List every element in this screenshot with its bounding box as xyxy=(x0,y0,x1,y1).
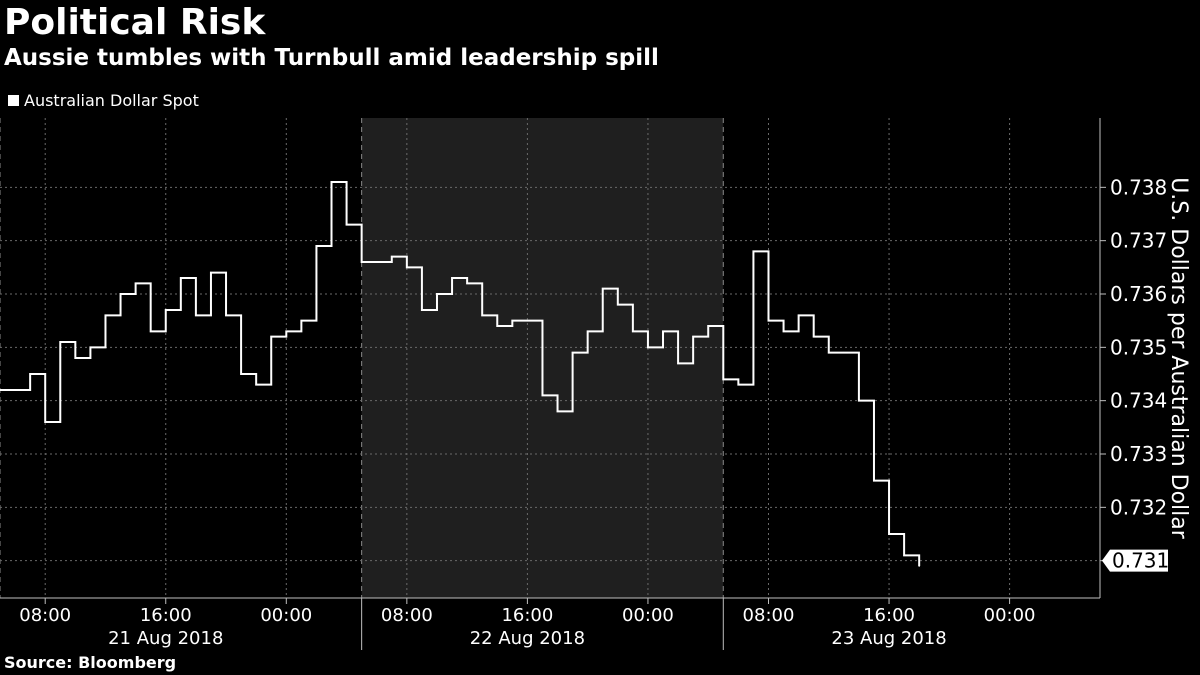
data-point xyxy=(526,319,529,322)
data-point xyxy=(375,261,378,263)
data-point xyxy=(873,479,875,482)
legend-label: Australian Dollar Spot xyxy=(24,91,199,110)
data-point xyxy=(677,362,679,365)
x-tick-label: 16:00 xyxy=(140,605,192,626)
data-point xyxy=(858,399,860,402)
data-point xyxy=(632,330,634,333)
y-tick-label: 0.737 xyxy=(1110,229,1167,253)
x-tick-label: 08:00 xyxy=(19,605,71,626)
data-point xyxy=(782,330,785,333)
data-point xyxy=(903,554,905,557)
data-point xyxy=(225,314,227,317)
data-point xyxy=(496,325,499,327)
data-point xyxy=(647,346,649,349)
data-point xyxy=(119,293,122,295)
data-point xyxy=(255,383,257,386)
data-point xyxy=(285,330,288,333)
x-tick-label: 16:00 xyxy=(501,605,553,626)
x-tick-label: 00:00 xyxy=(260,605,312,626)
y-tick-label: 0.732 xyxy=(1110,495,1167,519)
data-point xyxy=(330,181,333,183)
y-tick-label: 0.734 xyxy=(1110,389,1167,413)
data-point xyxy=(617,303,619,306)
x-date-label: 21 Aug 2018 xyxy=(108,628,223,649)
data-point xyxy=(541,394,544,397)
data-point xyxy=(707,325,710,327)
last-value-label: 0.731 xyxy=(1112,549,1169,573)
data-point xyxy=(29,373,31,375)
data-point xyxy=(74,357,77,359)
last-value-marker xyxy=(1102,549,1168,572)
data-point xyxy=(345,223,348,226)
x-date-label: 22 Aug 2018 xyxy=(470,628,585,649)
chart-title: Political Risk xyxy=(4,2,266,43)
data-point xyxy=(134,282,137,285)
data-point xyxy=(812,335,815,338)
data-point xyxy=(360,261,363,263)
y-tick-label: 0.736 xyxy=(1110,282,1167,306)
data-point xyxy=(149,330,152,333)
chart-legend: Australian Dollar Spot xyxy=(8,91,199,110)
data-point xyxy=(315,245,318,247)
x-tick-label: 00:00 xyxy=(984,605,1036,626)
data-point xyxy=(586,330,589,333)
data-point xyxy=(14,389,16,391)
data-point xyxy=(737,383,740,386)
y-tick-label: 0.738 xyxy=(1110,175,1167,199)
data-point xyxy=(752,250,755,253)
data-point xyxy=(164,309,167,311)
y-axis-title: U.S. Dollars per Australian Dollar xyxy=(1166,177,1191,540)
data-point xyxy=(59,341,62,343)
data-point xyxy=(240,373,242,375)
y-tick-label: 0.735 xyxy=(1110,335,1167,359)
data-point xyxy=(104,314,107,317)
data-point xyxy=(390,255,393,258)
data-point xyxy=(89,346,92,349)
x-tick-label: 16:00 xyxy=(863,605,915,626)
x-tick-label: 08:00 xyxy=(743,605,795,626)
data-point xyxy=(421,309,423,311)
data-point xyxy=(44,421,47,423)
chart-subtitle: Aussie tumbles with Turnbull amid leader… xyxy=(4,45,659,71)
data-point xyxy=(767,319,770,322)
data-point xyxy=(451,277,453,279)
series-line xyxy=(0,181,921,566)
data-point xyxy=(692,335,694,338)
data-point xyxy=(843,351,845,354)
data-point xyxy=(270,335,273,338)
source-note: Source: Bloomberg xyxy=(4,653,177,672)
data-point xyxy=(300,319,303,322)
x-tick-label: 08:00 xyxy=(381,605,433,626)
data-point xyxy=(466,282,468,285)
legend-swatch xyxy=(8,95,19,106)
data-point xyxy=(210,271,212,274)
data-point xyxy=(571,351,574,354)
data-point xyxy=(406,266,408,269)
data-point xyxy=(481,314,483,317)
data-point xyxy=(511,319,514,322)
data-point xyxy=(195,314,197,317)
data-point xyxy=(556,410,559,413)
data-point xyxy=(601,287,604,290)
data-point xyxy=(827,351,830,354)
data-point xyxy=(722,378,725,381)
data-point xyxy=(436,293,438,295)
data-point xyxy=(888,533,890,535)
y-tick-label: 0.733 xyxy=(1110,442,1167,466)
data-point xyxy=(662,330,664,333)
data-point xyxy=(797,314,800,317)
data-point xyxy=(180,277,182,279)
x-tick-label: 00:00 xyxy=(622,605,674,626)
x-date-label: 23 Aug 2018 xyxy=(831,628,946,649)
data-point xyxy=(0,389,1,391)
data-point xyxy=(918,565,920,567)
